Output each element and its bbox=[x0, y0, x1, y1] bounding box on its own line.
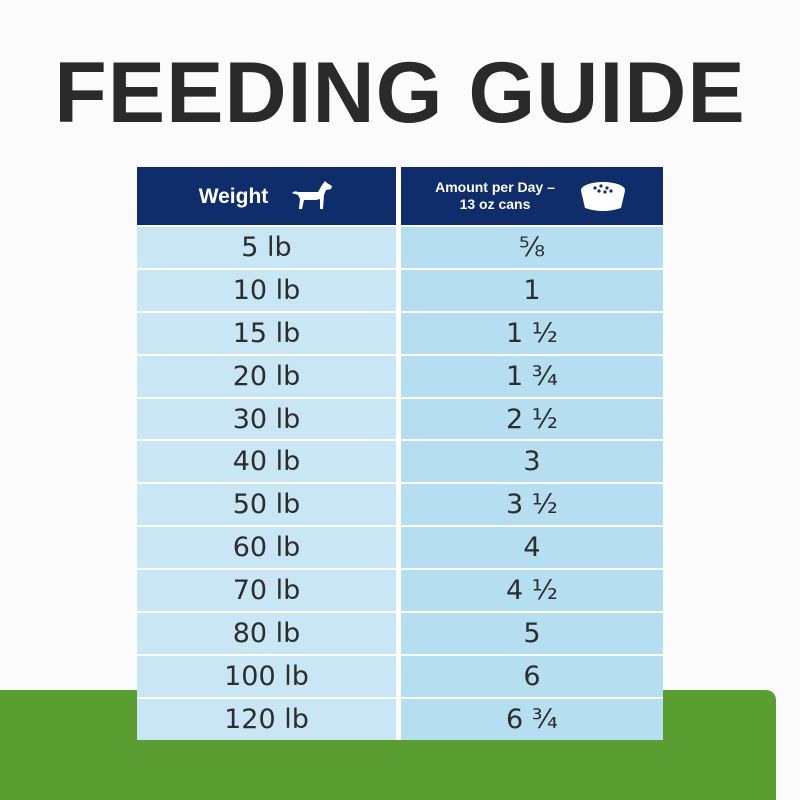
title: FEEDING GUIDE bbox=[54, 45, 746, 141]
weight-cell: 15 lb bbox=[137, 312, 396, 354]
amount-cell: 1 ½ bbox=[401, 312, 663, 354]
weight-cell: 80 lb bbox=[137, 613, 396, 654]
table-row: 40 lb 3 bbox=[137, 441, 663, 483]
table-row: 30 lb 2 ½ bbox=[137, 398, 663, 440]
amount-cell: ⅝ bbox=[401, 227, 663, 268]
amount-cell: 3 bbox=[401, 441, 663, 483]
amount-cell: 3 ½ bbox=[401, 484, 663, 526]
dog-icon bbox=[292, 181, 333, 209]
weight-cell: 30 lb bbox=[137, 398, 396, 440]
amount-cell: 5 bbox=[401, 613, 663, 654]
table-row: 60 lb 4 bbox=[137, 527, 663, 569]
amount-cell: 6 bbox=[401, 655, 663, 697]
amount-cell: 6 ¾ bbox=[401, 698, 663, 740]
table-row: 100 lb 6 bbox=[137, 655, 663, 697]
amount-cell: 2 ½ bbox=[401, 398, 663, 440]
weight-cell: 50 lb bbox=[137, 484, 396, 526]
header-cell: Weight bbox=[137, 167, 396, 225]
table-row: 70 lb 4 ½ bbox=[137, 570, 663, 612]
weight-cell: 40 lb bbox=[137, 441, 396, 483]
header-cell: Amount per Day – 13 oz cans bbox=[401, 167, 663, 225]
table-row: 10 lb 1 bbox=[137, 269, 663, 311]
amount-cell: 4 bbox=[401, 527, 663, 569]
table-row: 120 lb 6 ¾ bbox=[137, 698, 663, 740]
header-text: Amount per Day – 13 oz cans bbox=[435, 179, 555, 213]
weight-cell: 70 lb bbox=[137, 570, 396, 612]
header-text: Weight bbox=[198, 184, 269, 208]
header-row: Weight Amount per Day – 13 oz cans bbox=[137, 167, 663, 225]
amount-cell: 1 bbox=[401, 269, 663, 311]
weight-cell: 100 lb bbox=[137, 655, 396, 697]
header-line: Weight bbox=[198, 184, 269, 208]
header-line: Amount per Day – bbox=[435, 179, 555, 195]
weight-cell: 5 lb bbox=[137, 227, 396, 268]
weight-cell: 20 lb bbox=[137, 355, 396, 397]
table-row: 15 lb 1 ½ bbox=[137, 312, 663, 354]
weight-cell: 10 lb bbox=[137, 269, 396, 311]
feeding-table: Weight Amount per Day – 13 oz cans 5 lb ⅝… bbox=[137, 167, 663, 740]
bowl-icon bbox=[580, 182, 625, 211]
header-line: 13 oz cans bbox=[459, 196, 531, 212]
amount-cell: 1 ¾ bbox=[401, 355, 663, 397]
table-row: 5 lb ⅝ bbox=[137, 227, 663, 268]
table-row: 50 lb 3 ½ bbox=[137, 484, 663, 526]
table-row: 80 lb 5 bbox=[137, 613, 663, 654]
table-row: 20 lb 1 ¾ bbox=[137, 355, 663, 397]
weight-cell: 60 lb bbox=[137, 527, 396, 569]
weight-cell: 120 lb bbox=[137, 698, 396, 740]
amount-cell: 4 ½ bbox=[401, 570, 663, 612]
